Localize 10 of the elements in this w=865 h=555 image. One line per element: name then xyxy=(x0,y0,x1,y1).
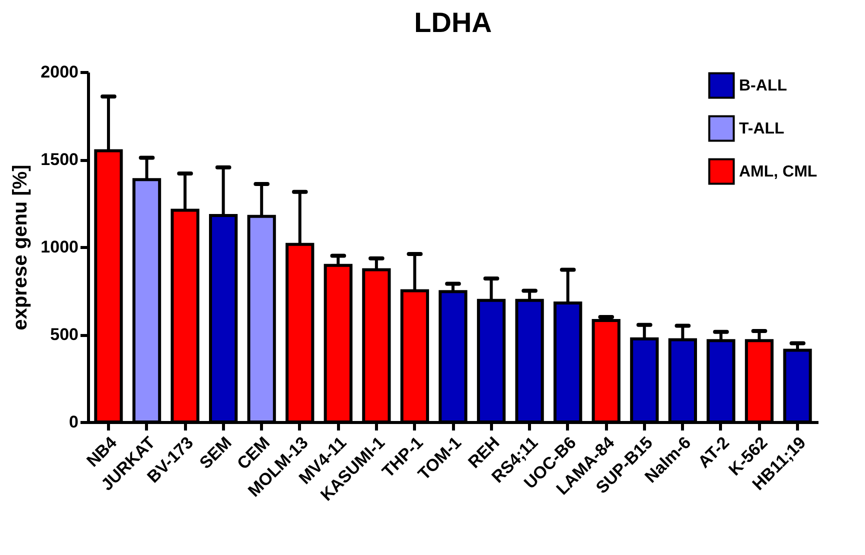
y-tick-label: 500 xyxy=(50,325,78,344)
y-axis-title: exprese genu [%] xyxy=(10,164,32,330)
y-tick-label: 0 xyxy=(69,412,78,432)
legend-label: T-ALL xyxy=(739,120,785,138)
legend-label: AML, CML xyxy=(739,164,818,180)
y-tick-label: 1500 xyxy=(40,150,78,169)
chart-title: LDHA xyxy=(414,7,492,38)
legend-label: B-ALL xyxy=(739,78,788,94)
y-tick-label: 1000 xyxy=(40,238,78,256)
y-tick-label: 2000 xyxy=(40,62,78,82)
